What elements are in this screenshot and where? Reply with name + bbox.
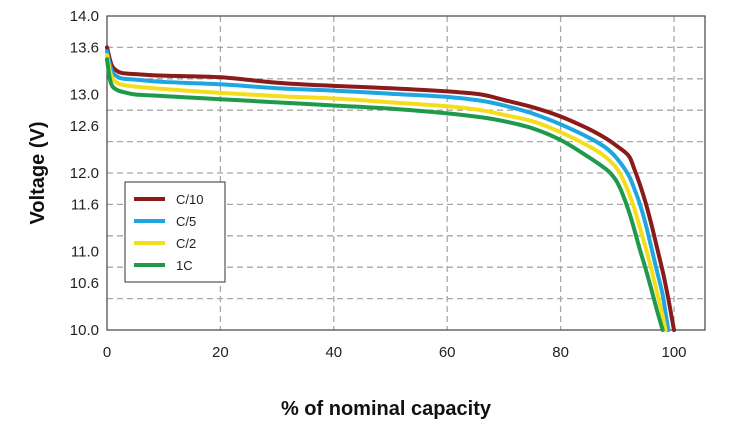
- y-tick-label: 12.0: [70, 165, 99, 182]
- y-axis-title: Voltage (V): [27, 122, 49, 225]
- x-tick-label: 40: [325, 344, 342, 361]
- legend-label: 1C: [176, 258, 193, 273]
- x-tick-labels: 0 20 40 60 80 100: [103, 344, 687, 361]
- y-tick-label: 13.6: [70, 39, 99, 56]
- x-tick-label: 100: [661, 344, 686, 361]
- series-line-c-5: [105, 49, 671, 332]
- y-tick-label: 14.0: [70, 8, 99, 25]
- y-tick-label: 12.6: [70, 118, 99, 135]
- y-tick-labels: 10.0 10.6 11.0 11.6 12.0 12.6 13.0 13.6 14.0: [70, 8, 99, 339]
- y-tick-label: 11.6: [71, 196, 99, 213]
- x-tick-label: 0: [103, 344, 111, 361]
- y-tick-label: 13.0: [70, 87, 99, 104]
- series-line-c-2: [105, 53, 668, 332]
- x-tick-label: 20: [212, 344, 229, 361]
- series-line-c-10: [105, 45, 676, 332]
- legend-label: C/10: [176, 192, 203, 207]
- x-tick-label: 80: [552, 344, 569, 361]
- x-axis-title: % of nominal capacity: [281, 398, 492, 420]
- plot-frame: [106, 15, 706, 331]
- series-layer: [105, 45, 676, 332]
- x-tick-label: 60: [439, 344, 456, 361]
- y-tick-label: 10.0: [70, 322, 99, 339]
- legend: C/10 C/5 C/2 1C: [124, 181, 226, 283]
- series-line-1c: [105, 57, 665, 332]
- y-tick-label: 10.6: [70, 275, 99, 292]
- legend-label: C/5: [176, 214, 196, 229]
- y-tick-label: 11.0: [71, 244, 99, 261]
- legend-label: C/2: [176, 236, 196, 251]
